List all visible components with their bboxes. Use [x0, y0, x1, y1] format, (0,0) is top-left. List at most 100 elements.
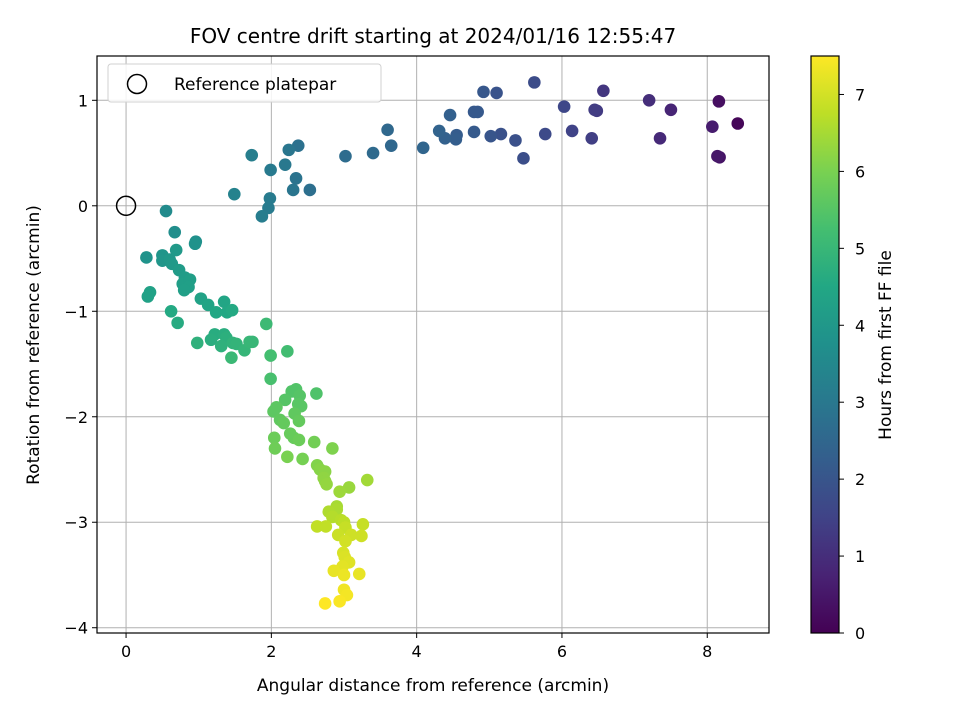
colorbar-gradient [811, 56, 839, 633]
x-tick-label: 6 [557, 642, 567, 661]
legend-entry-reference: Reference platepar [174, 75, 336, 95]
data-point [443, 108, 457, 122]
data-point [467, 125, 481, 139]
y-axis-label: Rotation from reference (arcmin) [24, 205, 44, 485]
data-point [711, 149, 724, 163]
data-point [171, 316, 184, 330]
y-tick-label: −1 [64, 302, 88, 321]
colorbar-tick-label: 3 [855, 393, 865, 412]
data-point [366, 146, 380, 160]
data-point [277, 416, 291, 430]
colorbar-label: Hours from first FF file [876, 250, 896, 440]
x-tick-label: 2 [266, 642, 276, 661]
x-tick-label: 0 [121, 642, 131, 661]
data-point [245, 148, 259, 162]
data-point [169, 243, 183, 257]
data-point [201, 298, 215, 312]
data-point [281, 450, 294, 464]
data-point [597, 84, 610, 98]
x-tick-label: 4 [412, 642, 422, 661]
data-point [731, 117, 745, 130]
scatter-points [140, 76, 745, 610]
data-point [326, 442, 339, 455]
x-axis-label: Angular distance from reference (arcmin) [257, 676, 609, 696]
colorbar-tick-label: 1 [855, 547, 865, 566]
data-point [706, 120, 719, 133]
data-point [141, 290, 155, 303]
legend: Reference platepar [107, 63, 382, 103]
colorbar: 0 1 2 3 4 5 6 7 Hours from first FF file [810, 55, 896, 643]
chart-title: FOV centre drift starting at 2024/01/16 … [190, 24, 676, 48]
data-point [653, 131, 667, 145]
data-point [168, 225, 182, 239]
data-point [664, 103, 678, 117]
data-point [225, 351, 238, 364]
data-point [307, 435, 321, 449]
data-point [263, 192, 277, 205]
data-point [177, 283, 191, 297]
colorbar-tick-label: 4 [855, 316, 865, 335]
data-point [319, 520, 333, 533]
data-point [264, 372, 277, 386]
x-axis-ticks: 0 2 4 6 8 [121, 633, 712, 661]
data-point [188, 237, 202, 251]
data-point [140, 251, 153, 264]
data-point [327, 564, 341, 578]
data-point [264, 163, 277, 177]
data-point [490, 86, 503, 100]
data-point [190, 336, 204, 350]
data-point [384, 139, 398, 152]
data-point [159, 204, 173, 218]
data-point [585, 131, 599, 145]
data-point [342, 481, 356, 494]
y-tick-label: −4 [64, 619, 88, 638]
data-point [565, 124, 579, 138]
plot-frame [96, 55, 770, 634]
data-point [303, 183, 317, 197]
data-point [416, 141, 430, 155]
data-point [214, 339, 228, 353]
data-point [356, 518, 370, 531]
data-point [281, 345, 294, 358]
data-point [333, 485, 346, 498]
data-point [286, 183, 300, 197]
reference-point-marker [115, 195, 137, 217]
data-point [517, 152, 530, 165]
data-point [484, 129, 498, 143]
data-point [310, 520, 324, 533]
x-tick-label: 8 [702, 642, 712, 661]
data-point [318, 597, 332, 610]
data-point [310, 387, 323, 400]
data-point [642, 94, 656, 107]
colorbar-ticks: 0 1 2 3 4 5 6 7 [839, 85, 865, 643]
data-point [264, 349, 277, 362]
data-point [268, 442, 282, 455]
y-tick-label: −2 [64, 408, 88, 427]
data-point [339, 534, 352, 548]
data-point [164, 304, 178, 318]
data-point [432, 124, 446, 138]
data-point [267, 431, 281, 445]
colorbar-tick-label: 2 [855, 470, 865, 489]
data-point [467, 105, 481, 119]
data-point [360, 473, 374, 487]
data-point [509, 134, 522, 147]
y-axis-ticks: 1 0 −1 −2 −3 −4 [64, 91, 97, 638]
data-point [209, 306, 223, 319]
data-point [282, 143, 296, 157]
data-point [588, 103, 601, 117]
data-point [225, 303, 239, 317]
data-point [538, 127, 552, 141]
data-point [449, 133, 463, 146]
data-point [217, 295, 231, 309]
data-point [557, 100, 571, 113]
data-point [228, 187, 241, 201]
data-point [333, 595, 346, 608]
data-point [381, 123, 394, 137]
data-point [291, 139, 305, 152]
data-point [204, 333, 218, 347]
data-point [278, 158, 292, 171]
y-tick-label: −3 [64, 513, 88, 532]
data-point [296, 452, 309, 466]
